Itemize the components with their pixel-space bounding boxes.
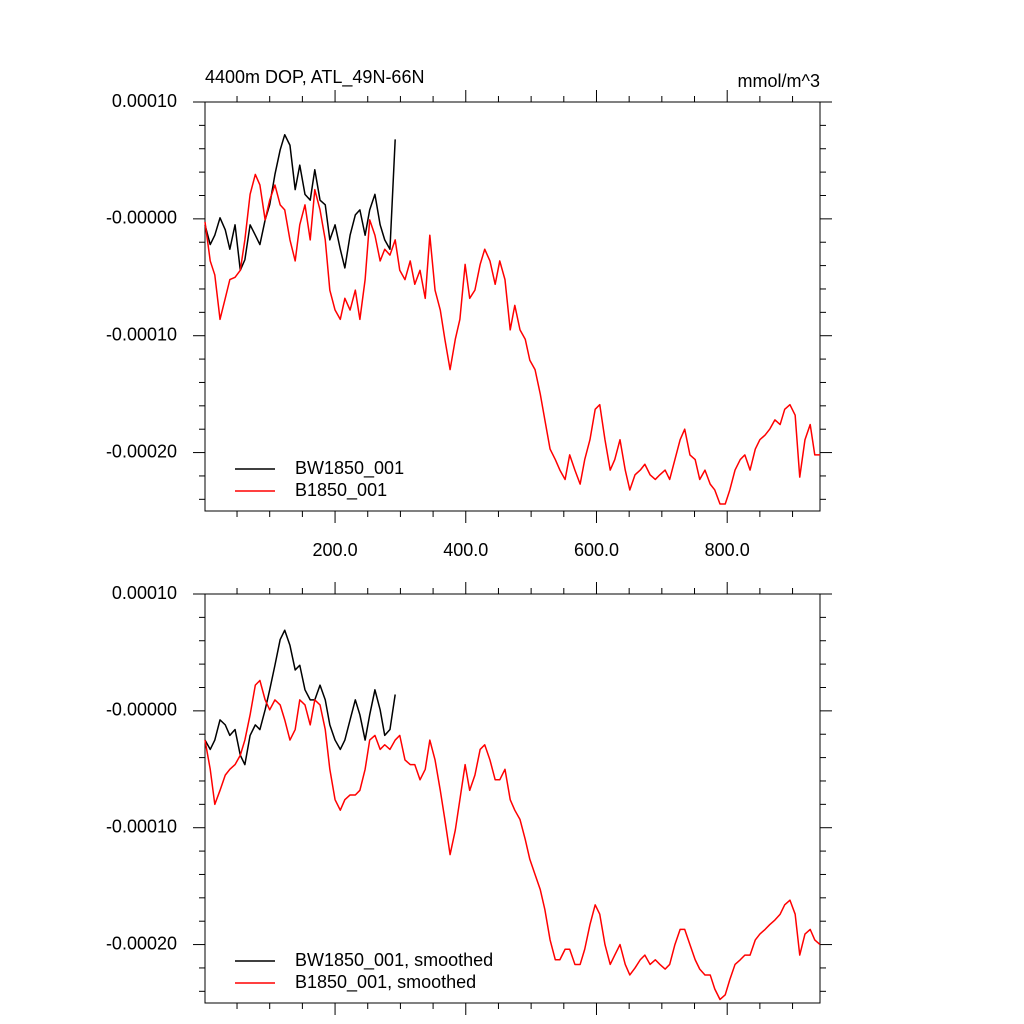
chart-title: 4400m DOP, ATL_49N-66N	[205, 67, 424, 88]
plot-frame	[204, 593, 821, 1004]
plot-frame	[204, 101, 821, 512]
y-tick-label: -0.00010	[106, 816, 177, 836]
x-tick-label: 200.0	[313, 540, 358, 560]
legend-label: BW1850_001, smoothed	[295, 950, 493, 971]
y-tick-label: -0.00000	[106, 208, 177, 228]
series-line	[204, 629, 396, 766]
y-tick-label: -0.00020	[106, 441, 177, 461]
y-tick-label: -0.00020	[106, 933, 177, 953]
legend-label: B1850_001, smoothed	[295, 972, 476, 993]
series-line	[204, 173, 820, 505]
legend-label: B1850_001	[295, 480, 387, 501]
x-tick-label: 400.0	[443, 540, 488, 560]
y-tick-label: 0.00010	[112, 91, 177, 111]
y-tick-label: -0.00000	[106, 700, 177, 720]
y-tick-label: 0.00010	[112, 583, 177, 603]
x-tick-label: 800.0	[705, 540, 750, 560]
series-line	[204, 133, 396, 272]
legend-label: BW1850_001	[295, 458, 404, 479]
units-label: mmol/m^3	[738, 71, 820, 91]
y-tick-label: -0.00010	[106, 324, 177, 344]
x-tick-label: 600.0	[574, 540, 619, 560]
series-line	[204, 679, 821, 1001]
